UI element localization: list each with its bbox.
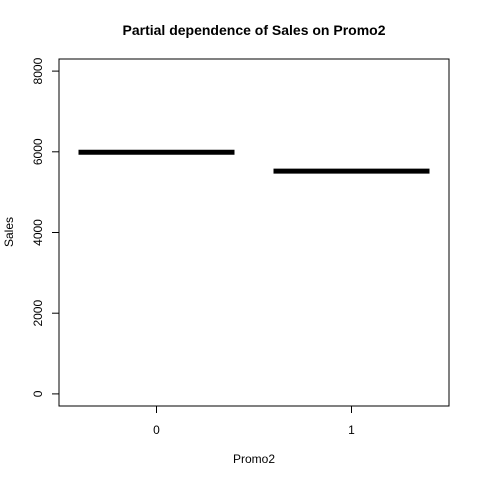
- chart-marks: 0 2000 4000 6000 8000 0 1: [31, 57, 430, 437]
- y-tick-label: 6000: [31, 138, 45, 165]
- y-tick-label: 4000: [31, 219, 45, 246]
- y-tick-label: 0: [31, 390, 45, 397]
- y-tick-label: 8000: [31, 57, 45, 84]
- chart-title: Partial dependence of Sales on Promo2: [123, 22, 386, 38]
- plot-frame: [58, 58, 450, 407]
- x-tick-label: 1: [348, 423, 355, 437]
- x-tick-label: 0: [153, 423, 160, 437]
- x-axis-label: Promo2: [233, 452, 275, 466]
- y-tick-label: 2000: [31, 300, 45, 327]
- y-axis-label: Sales: [2, 217, 16, 247]
